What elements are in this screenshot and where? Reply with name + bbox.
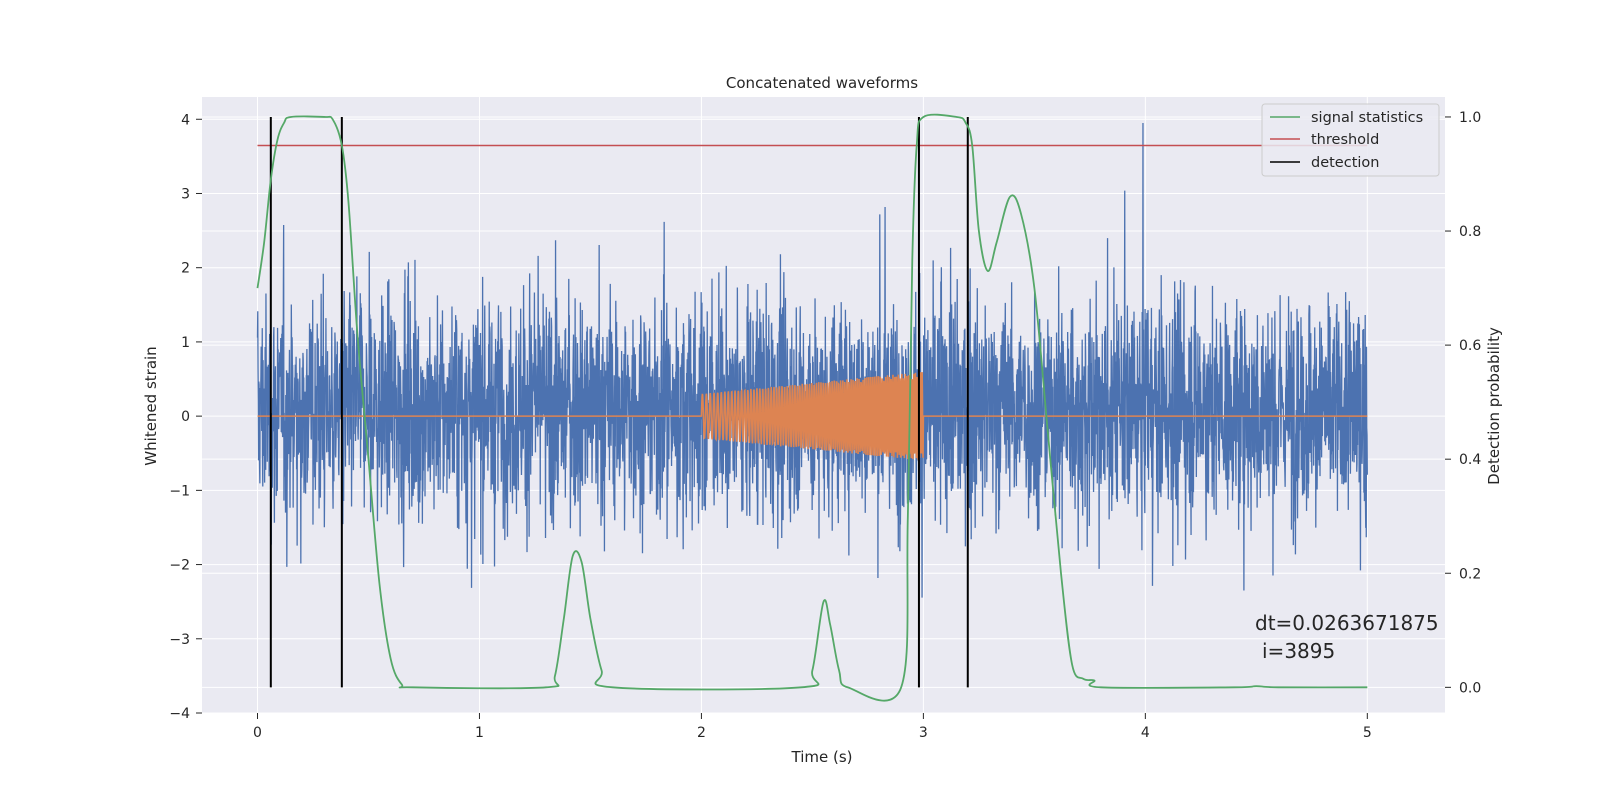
legend-threshold-label: threshold xyxy=(1311,132,1379,148)
y2-tick-label: 0.2 xyxy=(1459,566,1481,582)
y2-tick-label: 0.6 xyxy=(1459,338,1481,354)
y2-tick-label: 0.8 xyxy=(1459,224,1481,240)
legend-box xyxy=(1261,103,1440,177)
chart-title: Concatenated waveforms xyxy=(726,74,918,92)
y-axis-label: Whitened strain xyxy=(142,346,160,465)
y2-axis-label: Detection probability xyxy=(1485,327,1503,485)
signal-statistics-series xyxy=(256,113,1368,702)
annotation-i: i=3895 xyxy=(1262,639,1335,663)
x-tick-label: 0 xyxy=(253,725,262,741)
y-tick-label: −4 xyxy=(169,706,190,722)
x-tick-label: 2 xyxy=(697,725,706,741)
legend-signal-label: signal statistics xyxy=(1311,110,1423,126)
x-axis-label: Time (s) xyxy=(791,748,853,766)
x-tick-label: 4 xyxy=(1141,725,1150,741)
y-tick-label: 3 xyxy=(181,186,190,202)
injection-series xyxy=(257,372,1368,461)
legend: signal statistics threshold detection xyxy=(1261,103,1440,177)
y-tick-label: 1 xyxy=(181,335,190,351)
y2-tick-label: 1.0 xyxy=(1459,110,1481,126)
y2-tick-label: 0.0 xyxy=(1459,680,1481,696)
annotation-dt: dt=0.0263671875 xyxy=(1255,611,1439,635)
y-tick-label: −3 xyxy=(169,632,190,648)
x-tick-label: 3 xyxy=(919,725,928,741)
legend-detection-label: detection xyxy=(1311,155,1379,171)
y2-tick-label: 0.4 xyxy=(1459,452,1481,468)
y-tick-label: 0 xyxy=(181,409,190,425)
y-tick-label: −1 xyxy=(169,483,190,499)
x-tick-label: 1 xyxy=(475,725,484,741)
y-tick-label: −2 xyxy=(169,558,190,574)
y-tick-label: 2 xyxy=(181,261,190,277)
y-tick-label: 4 xyxy=(181,112,190,128)
x-tick-label: 5 xyxy=(1363,725,1372,741)
